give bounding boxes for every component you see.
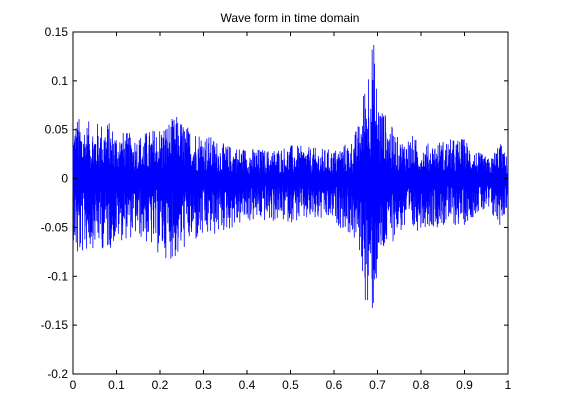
x-tick-label: 0.6 xyxy=(326,378,343,392)
x-tick-label: 0 xyxy=(70,378,77,392)
x-tick-label: 0.9 xyxy=(456,378,473,392)
x-tick-label: 1 xyxy=(505,378,512,392)
y-tick-label: 0 xyxy=(61,172,68,186)
y-tick-label: -0.15 xyxy=(41,318,69,332)
x-tick-label: 0.1 xyxy=(108,378,125,392)
x-tick-label: 0.7 xyxy=(369,378,386,392)
y-tick-label: -0.1 xyxy=(47,269,68,283)
waveform-line xyxy=(72,45,509,309)
y-tick-label: 0.15 xyxy=(45,25,69,39)
y-axis: -0.2 -0.15 -0.1 -0.05 0 0.05 0.1 0.15 xyxy=(41,25,508,381)
y-tick-label: 0.1 xyxy=(51,74,68,88)
signal-layer xyxy=(72,45,509,309)
x-tick-label: 0.2 xyxy=(152,378,169,392)
x-tick-label: 0.4 xyxy=(239,378,256,392)
chart-title: Wave form in time domain xyxy=(221,11,360,25)
x-tick-label: 0.8 xyxy=(413,378,430,392)
y-tick-label: -0.2 xyxy=(47,367,68,381)
x-tick-label: 0.3 xyxy=(195,378,212,392)
x-tick-label: 0.5 xyxy=(282,378,299,392)
y-tick-label: -0.05 xyxy=(41,220,69,234)
y-tick-label: 0.05 xyxy=(45,123,69,137)
x-axis: 0 0.1 0.2 0.3 0.4 0.5 0.6 0.7 0.8 0.9 1 xyxy=(70,32,512,392)
